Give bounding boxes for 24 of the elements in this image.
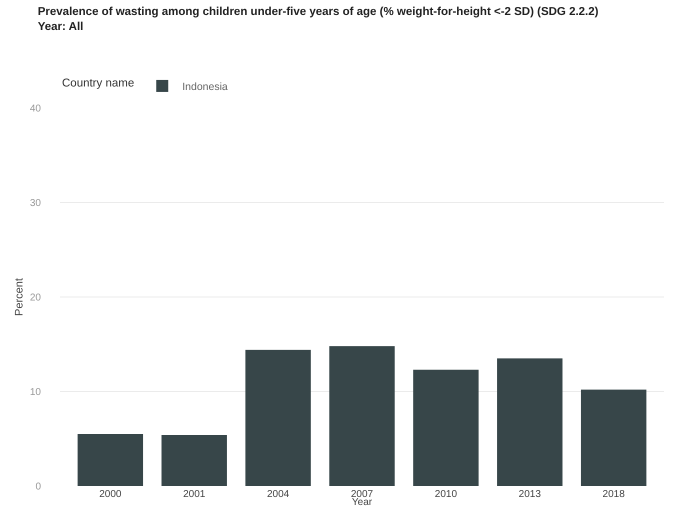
y-axis-title: Percent — [14, 278, 26, 316]
x-tick-label: 2018 — [602, 489, 626, 500]
x-tick-label: 2013 — [518, 489, 542, 500]
y-tick-label: 0 — [35, 482, 42, 492]
bar — [78, 434, 144, 486]
y-tick-label: 10 — [30, 387, 42, 398]
legend-label: Indonesia — [182, 81, 228, 94]
bar — [580, 390, 646, 486]
bar — [413, 370, 479, 486]
chart-subtitle: Year: All — [38, 21, 84, 34]
x-tick-label: 2000 — [99, 489, 122, 500]
legend-title: Country name — [62, 77, 134, 90]
bar — [162, 434, 227, 486]
y-tick-label: 40 — [30, 104, 42, 114]
x-axis-title: Year — [352, 497, 373, 508]
x-tick-label: 2001 — [183, 489, 206, 500]
x-tick-label: 2004 — [266, 489, 290, 500]
y-tick-label: 30 — [30, 198, 42, 209]
bar — [329, 346, 395, 486]
bar — [497, 358, 562, 486]
y-tick-label: 20 — [30, 292, 42, 304]
chart-title: Prevalence of wasting among children under-five years of age (% weight-for-height <-2 SD) (SDG 2.2.2) — [38, 6, 599, 18]
bar — [245, 350, 311, 486]
x-tick-label: 2010 — [434, 489, 458, 500]
